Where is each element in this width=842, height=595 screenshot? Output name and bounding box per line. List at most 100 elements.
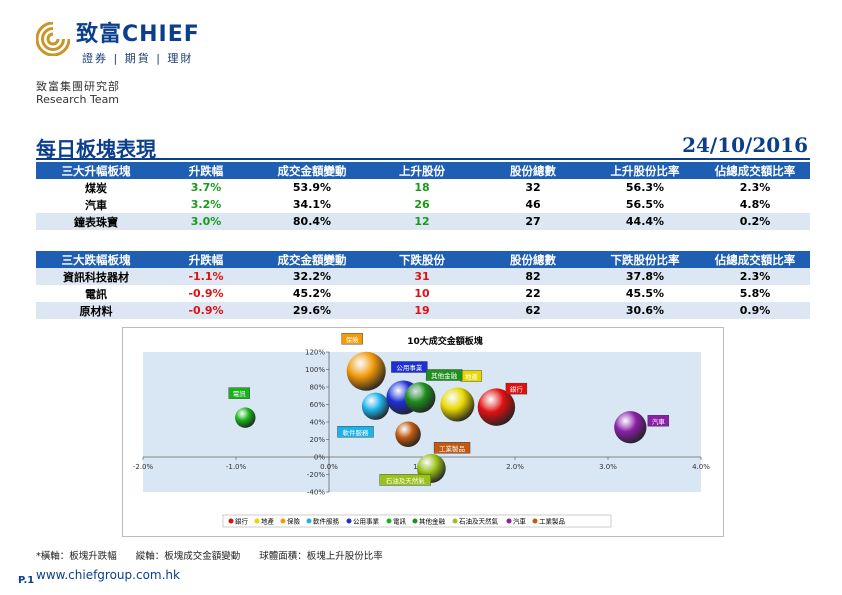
- turnover-share: 0.2%: [700, 213, 810, 230]
- legend-label: 地產: [261, 517, 275, 526]
- bubble-label: 其他金融: [431, 371, 458, 380]
- bubble-label: 電訊: [233, 389, 247, 398]
- bubble-label-box: [505, 382, 528, 395]
- sector-change: -0.9%: [156, 302, 256, 319]
- total-stocks: 27: [476, 213, 590, 230]
- y-tick-label: 0%: [314, 454, 325, 462]
- header-advance-ratio: 上升股份比率: [590, 162, 700, 179]
- sector-name: 鐘表珠寶: [36, 213, 156, 230]
- total-stocks: 32: [525, 181, 541, 194]
- decline-ratio: 37.8%: [590, 268, 700, 285]
- sector-bubble-chart: 120% 100% 80% 60% 40% 20% 0% -20% -40% -2.0% -1.0%…: [122, 327, 724, 537]
- sector-change: 3.0%: [156, 213, 256, 230]
- dept-name-en: Research Team: [36, 93, 120, 106]
- header-change: 升跌幅: [156, 162, 256, 179]
- bubble-label-box: [228, 387, 251, 399]
- advance-ratio: 56.3%: [625, 181, 665, 194]
- bubble-label-box: [379, 474, 431, 486]
- decline-ratio: 30.6%: [590, 302, 700, 319]
- sector-name: 資訊科技器材: [36, 268, 156, 285]
- legend-label: 公用事業: [353, 517, 380, 526]
- y-tick-label: 60%: [309, 401, 325, 409]
- legend-marker: [412, 518, 418, 524]
- legend-label: 銀行: [235, 517, 249, 526]
- sector-name: 電訊: [85, 287, 107, 301]
- turnover-share: 0.9%: [700, 302, 810, 319]
- y-tick-label: 40%: [309, 419, 325, 427]
- legend-marker: [386, 518, 392, 524]
- y-tick-label: 20%: [309, 436, 325, 444]
- header-turnover-share: 佔總成交額比率: [700, 251, 810, 268]
- turnover-share: 2.3%: [739, 181, 771, 194]
- turnover-change: 53.9%: [292, 181, 332, 194]
- x-tick-label: 3.0%: [599, 463, 617, 471]
- x-tick-label: -2.0%: [133, 463, 154, 471]
- page-number: P.1: [18, 575, 35, 586]
- legend-marker: [346, 518, 352, 524]
- bubble-7: [404, 382, 436, 413]
- brand-name: 致富CHIEF: [76, 22, 200, 47]
- decliners: 31: [368, 268, 476, 285]
- bubble-label: 汽車: [652, 417, 666, 426]
- header-decline-ratio: 下跌股份比率: [590, 251, 700, 268]
- legend-marker: [280, 518, 286, 524]
- bubble-label: 保險: [346, 335, 360, 344]
- legend-marker: [228, 518, 234, 524]
- bubble-label: 工業製品: [439, 444, 465, 453]
- turnover-change: 32.2%: [256, 268, 368, 285]
- y-tick-label: 120%: [305, 349, 325, 357]
- sector-name: 煤炭: [85, 181, 107, 195]
- table-row: 原材料 -0.9% 29.6% 19 62 30.6% 0.9%: [36, 302, 810, 319]
- bubble-2: [440, 387, 475, 422]
- header-turnover-change: 成交金額變動: [256, 251, 368, 268]
- legend-label: 工業製品: [539, 517, 565, 526]
- x-tick-label: 4.0%: [692, 463, 710, 471]
- advance-ratio: 44.4%: [590, 213, 700, 230]
- top-gainers-table: 三大升幅板塊 升跌幅 成交金額變動 上升股份 股份總數 上升股份比率 佔總成交額…: [36, 162, 810, 230]
- header-sector: 三大升幅板塊: [36, 162, 156, 179]
- bubble-label: 軟件服務: [343, 428, 370, 437]
- sector-change: -1.1%: [156, 268, 256, 285]
- legend-marker: [254, 518, 260, 524]
- chart-title: 10大成交金額板塊: [407, 335, 483, 347]
- bubble-label-box: [337, 426, 374, 438]
- bubble-label: 石油及天然氣: [386, 476, 426, 485]
- decliners: 19: [368, 302, 476, 319]
- header-turnover-change: 成交金額變動: [256, 162, 368, 179]
- dept-name-cn: 致富集團研究部: [36, 80, 120, 93]
- legend-marker: [306, 518, 312, 524]
- header-total-stocks: 股份總數: [476, 162, 590, 179]
- advancers: 12: [368, 213, 476, 230]
- header-turnover-share: 佔總成交額比率: [700, 162, 810, 179]
- y-tick-label: -20%: [307, 471, 325, 479]
- table-row: 煤炭 3.7% 53.9% 18 32 56.3% 2.3%: [36, 179, 810, 196]
- brand-tagline: 證券 | 期貨 | 理財: [82, 52, 194, 65]
- legend-label: 電訊: [393, 517, 407, 526]
- header-change: 升跌幅: [156, 251, 256, 268]
- sector-change: 3.7%: [190, 181, 222, 194]
- table-row: 電訊 -0.9% 45.2% 10 22 45.5% 5.8%: [36, 285, 810, 302]
- page-title: 每日板塊表現: [36, 137, 156, 161]
- sector-name: 原材料: [36, 302, 156, 319]
- legend-marker: [506, 518, 512, 524]
- table-row: 汽車 3.2% 34.1% 26 46 56.5% 4.8%: [36, 196, 810, 213]
- turnover-share: 4.8%: [739, 198, 771, 211]
- decliners: 10: [414, 287, 430, 300]
- bubble-label-box: [391, 361, 428, 373]
- bubble-label-box: [425, 369, 463, 381]
- advancers: 26: [414, 198, 430, 211]
- sector-name: 汽車: [85, 198, 107, 212]
- bubble-4: [361, 392, 390, 420]
- turnover-share: 5.8%: [739, 287, 771, 300]
- header-sector: 三大跌幅板塊: [36, 251, 156, 268]
- advance-ratio: 56.5%: [625, 198, 665, 211]
- top-decliners-table: 三大跌幅板塊 升跌幅 成交金額變動 下跌股份 股份總數 下跌股份比率 佔總成交額…: [36, 251, 810, 319]
- advancers: 18: [414, 181, 430, 194]
- legend-label: 汽車: [513, 517, 527, 526]
- website-link[interactable]: www.chiefgroup.com.hk: [36, 568, 180, 582]
- y-tick-label: -40%: [307, 489, 325, 497]
- legend-marker: [452, 518, 458, 524]
- header-advancers: 上升股份: [368, 162, 476, 179]
- total-stocks: 46: [525, 198, 541, 211]
- legend-label: 石油及天然氣: [459, 517, 499, 526]
